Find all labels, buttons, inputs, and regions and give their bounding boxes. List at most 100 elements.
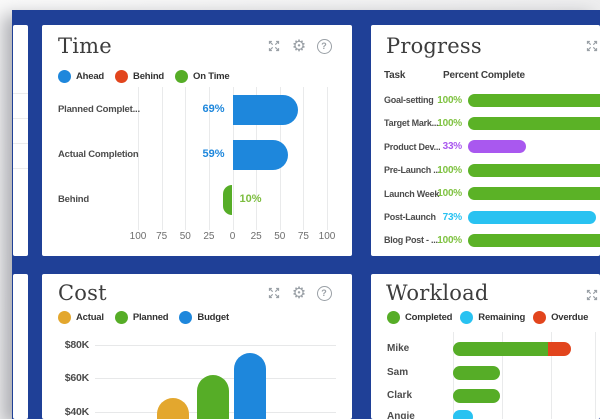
- panel-title-time: Time: [58, 34, 112, 58]
- bar: [197, 375, 229, 419]
- expand-icon[interactable]: [266, 285, 282, 301]
- axis-tick-label: 75: [156, 231, 168, 242]
- panel-toolbar: ⚙ ?: [266, 285, 332, 301]
- legend-label: Completed: [405, 312, 453, 323]
- bar: [453, 389, 500, 403]
- bar-segment-remaining: [453, 410, 473, 419]
- gridline: [208, 87, 210, 230]
- percent-label: 33%: [442, 141, 463, 153]
- percent-label: 73%: [442, 211, 463, 223]
- legend-item-planned[interactable]: Planned: [114, 311, 169, 324]
- percent-label: 100%: [437, 94, 462, 106]
- gridline: [551, 332, 552, 419]
- expand-icon[interactable]: [584, 38, 600, 54]
- cropped-left-card-top: [13, 25, 28, 256]
- legend-item-ahead[interactable]: Ahead: [58, 70, 104, 83]
- column-header-task: Task: [384, 70, 406, 81]
- axis-tick-label: 50: [274, 231, 286, 242]
- legend-item-completed[interactable]: Completed: [387, 311, 452, 324]
- legend-dot: [179, 311, 193, 324]
- bar: [232, 140, 289, 170]
- progress-bar: [468, 116, 600, 130]
- panel-title-workload: Workload: [386, 281, 489, 305]
- percent-label: 100%: [437, 234, 462, 246]
- bar-segment-completed: [453, 342, 549, 356]
- workload-panel: Workload Completed Remaining Overdue Mike S…: [371, 274, 600, 419]
- settings-gear-icon[interactable]: ⚙: [291, 36, 307, 55]
- column-header-percent-complete: Percent Complete: [443, 70, 525, 81]
- bar-segment-completed: [453, 365, 500, 380]
- task-label: Post-Launch: [384, 212, 436, 222]
- cost-legend: Actual Planned Budget: [58, 311, 229, 324]
- percent-label: 100%: [437, 188, 462, 200]
- gridline: [13, 168, 28, 169]
- workload-chart: Mike Sam Clark Angie: [371, 274, 600, 419]
- cost-chart: $80K $60K $40K: [42, 274, 352, 419]
- legend-item-overdue[interactable]: Overdue: [533, 311, 588, 324]
- time-legend: Ahead Behind On Time: [58, 70, 230, 83]
- gridline: [95, 345, 336, 346]
- time-panel: Time ⚙ ? Ahead Behind On Time 100 75 50 25 0 25…: [42, 25, 352, 256]
- bar: [453, 342, 571, 356]
- axis-tick-label: 100: [318, 231, 336, 242]
- axis-tick-label: 75: [297, 231, 309, 242]
- task-label: Launch Week: [384, 188, 440, 199]
- table-row: Product Dev... 33%: [371, 135, 600, 158]
- legend-dot: [387, 311, 400, 324]
- bar: [232, 95, 298, 125]
- axis-tick-label: 25: [203, 231, 215, 242]
- legend-item-budget[interactable]: Budget: [179, 311, 229, 324]
- value-label: 10%: [239, 193, 262, 205]
- help-glyph: ?: [316, 38, 332, 54]
- panel-title-cost: Cost: [58, 281, 107, 305]
- help-icon[interactable]: ?: [316, 285, 332, 301]
- legend-item-actual[interactable]: Actual: [58, 311, 104, 324]
- panel-title-progress: Progress: [386, 34, 482, 58]
- legend-label: Overdue: [551, 312, 589, 323]
- gridline: [303, 87, 305, 230]
- expand-icon[interactable]: [584, 287, 600, 303]
- gridline: [595, 332, 596, 419]
- axis-tick-label: 0: [229, 231, 236, 242]
- cropped-left-card-bottom: [13, 274, 28, 419]
- axis-tick-label: 50: [179, 231, 191, 242]
- legend-item-on-time[interactable]: On Time: [175, 70, 230, 83]
- legend-dot: [114, 311, 128, 324]
- bar: [234, 353, 266, 419]
- gridline: [13, 93, 28, 94]
- panel-toolbar: [584, 287, 600, 303]
- bar: [453, 365, 500, 380]
- legend-dot: [175, 70, 189, 83]
- task-label: Blog Post - ...: [384, 235, 438, 246]
- help-icon[interactable]: ?: [316, 38, 332, 54]
- legend-label: Behind: [133, 71, 165, 82]
- axis-tick-label: $40K: [64, 405, 90, 418]
- progress-bar: [468, 140, 526, 154]
- legend-label: Budget: [197, 312, 229, 323]
- expand-icon[interactable]: [266, 38, 282, 54]
- progress-table: Goal-setting 100% Target Mark... 100% Produc…: [371, 25, 600, 256]
- progress-table-header: Task Percent Complete: [371, 70, 600, 84]
- settings-gear-icon[interactable]: ⚙: [291, 283, 307, 302]
- legend-item-remaining[interactable]: Remaining: [460, 311, 525, 324]
- legend-label: Actual: [76, 312, 104, 323]
- axis-tick-label: $80K: [64, 339, 90, 351]
- legend-dot: [533, 311, 547, 324]
- category-label: Behind: [58, 194, 89, 205]
- progress-bar: [468, 233, 600, 247]
- person-label: Sam: [387, 366, 409, 378]
- person-label: Mike: [387, 343, 410, 354]
- legend-dot: [460, 311, 474, 324]
- legend-item-behind[interactable]: Behind: [115, 70, 164, 83]
- table-row: Blog Post - ... 100%: [371, 229, 600, 252]
- legend-label: On Time: [193, 71, 230, 82]
- gridline: [502, 332, 503, 419]
- legend-label: Remaining: [478, 312, 526, 323]
- task-label: Product Dev...: [384, 141, 441, 152]
- category-label: Actual Completion: [58, 149, 139, 160]
- table-row: Launch Week 100%: [371, 182, 600, 205]
- axis-tick-label: $60K: [64, 372, 90, 385]
- panel-toolbar: [584, 38, 600, 54]
- table-row: Target Mark... 100%: [371, 112, 600, 135]
